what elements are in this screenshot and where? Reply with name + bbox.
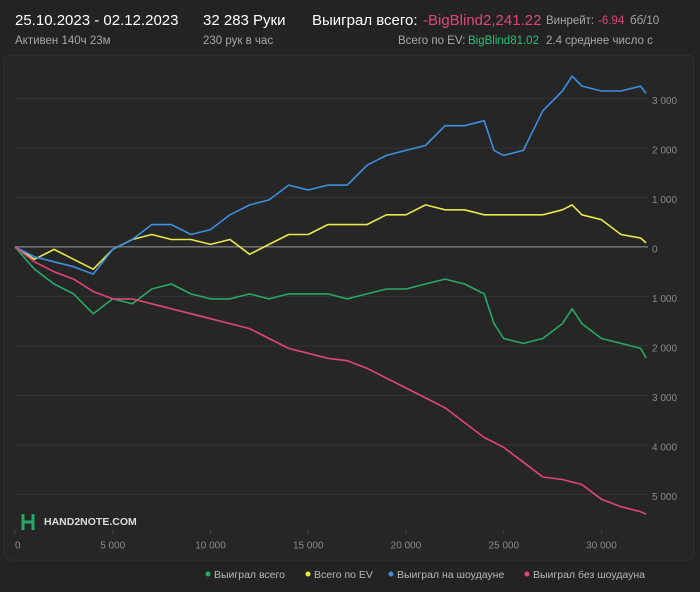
active-time: Активен 140ч 23м xyxy=(15,35,111,47)
hands-per-hour: 230 рук в час xyxy=(203,35,273,47)
legend-label: Выиграл без шоудауна xyxy=(533,569,645,581)
legend-label: Всего по EV xyxy=(314,569,373,581)
won-label: Выиграл всего: xyxy=(312,12,418,29)
logo: HAND2NOTE.COM xyxy=(21,514,137,530)
y-tick-label: 3 000 xyxy=(652,96,677,107)
legend-dot xyxy=(388,571,394,577)
x-tick-label: 10 000 xyxy=(195,541,226,552)
logo-text: HAND2NOTE.COM xyxy=(44,516,137,528)
legend-label: Выиграл на шоудауне xyxy=(397,569,504,581)
series-line xyxy=(14,75,647,275)
x-tick-label: 15 000 xyxy=(293,541,324,552)
x-tick-label: 30 000 xyxy=(586,541,617,552)
legend-item: Всего по EV xyxy=(305,569,373,581)
x-tick-label: 5 000 xyxy=(100,541,125,552)
y-tick-label: 2 000 xyxy=(652,146,677,157)
legend-dot xyxy=(205,571,211,577)
x-tick-label: 0 xyxy=(15,541,21,552)
x-tick-label: 20 000 xyxy=(391,541,422,552)
y-tick-label: 1 000 xyxy=(652,294,677,305)
series-line xyxy=(14,246,647,359)
hands: 32 283 Руки xyxy=(203,12,286,29)
x-tick-label: 25 000 xyxy=(488,541,519,552)
y-tick-label: 0 xyxy=(652,245,658,256)
legend-item: Выиграл всего xyxy=(205,569,285,581)
y-tick-label: 1 000 xyxy=(652,195,677,206)
ev-label: Всего по EV: xyxy=(398,35,465,47)
y-tick-label: 3 000 xyxy=(652,393,677,404)
winrate-label: Винрейт: xyxy=(546,15,594,27)
legend-item: Выиграл на шоудауне xyxy=(388,569,504,581)
logo-icon xyxy=(21,514,35,530)
won-value: -BigBlind2,241.22 xyxy=(423,12,541,29)
average: 2.4 среднее число с xyxy=(546,35,653,47)
ev-value: BigBlind81.02 xyxy=(468,35,539,47)
winrate-value: -6.94 xyxy=(598,15,625,27)
legend-label: Выиграл всего xyxy=(214,569,285,581)
y-tick-label: 5 000 xyxy=(652,492,677,503)
legend-dot xyxy=(524,571,530,577)
winrate-unit: бб/10 xyxy=(630,15,659,27)
plot-panel xyxy=(3,54,695,561)
y-tick-label: 4 000 xyxy=(652,443,677,454)
y-tick-label: 2 000 xyxy=(652,344,677,355)
series-line xyxy=(14,246,647,515)
period: 25.10.2023 - 02.12.2023 xyxy=(15,12,178,29)
legend-item: Выиграл без шоудауна xyxy=(524,569,645,581)
legend-dot xyxy=(305,571,311,577)
